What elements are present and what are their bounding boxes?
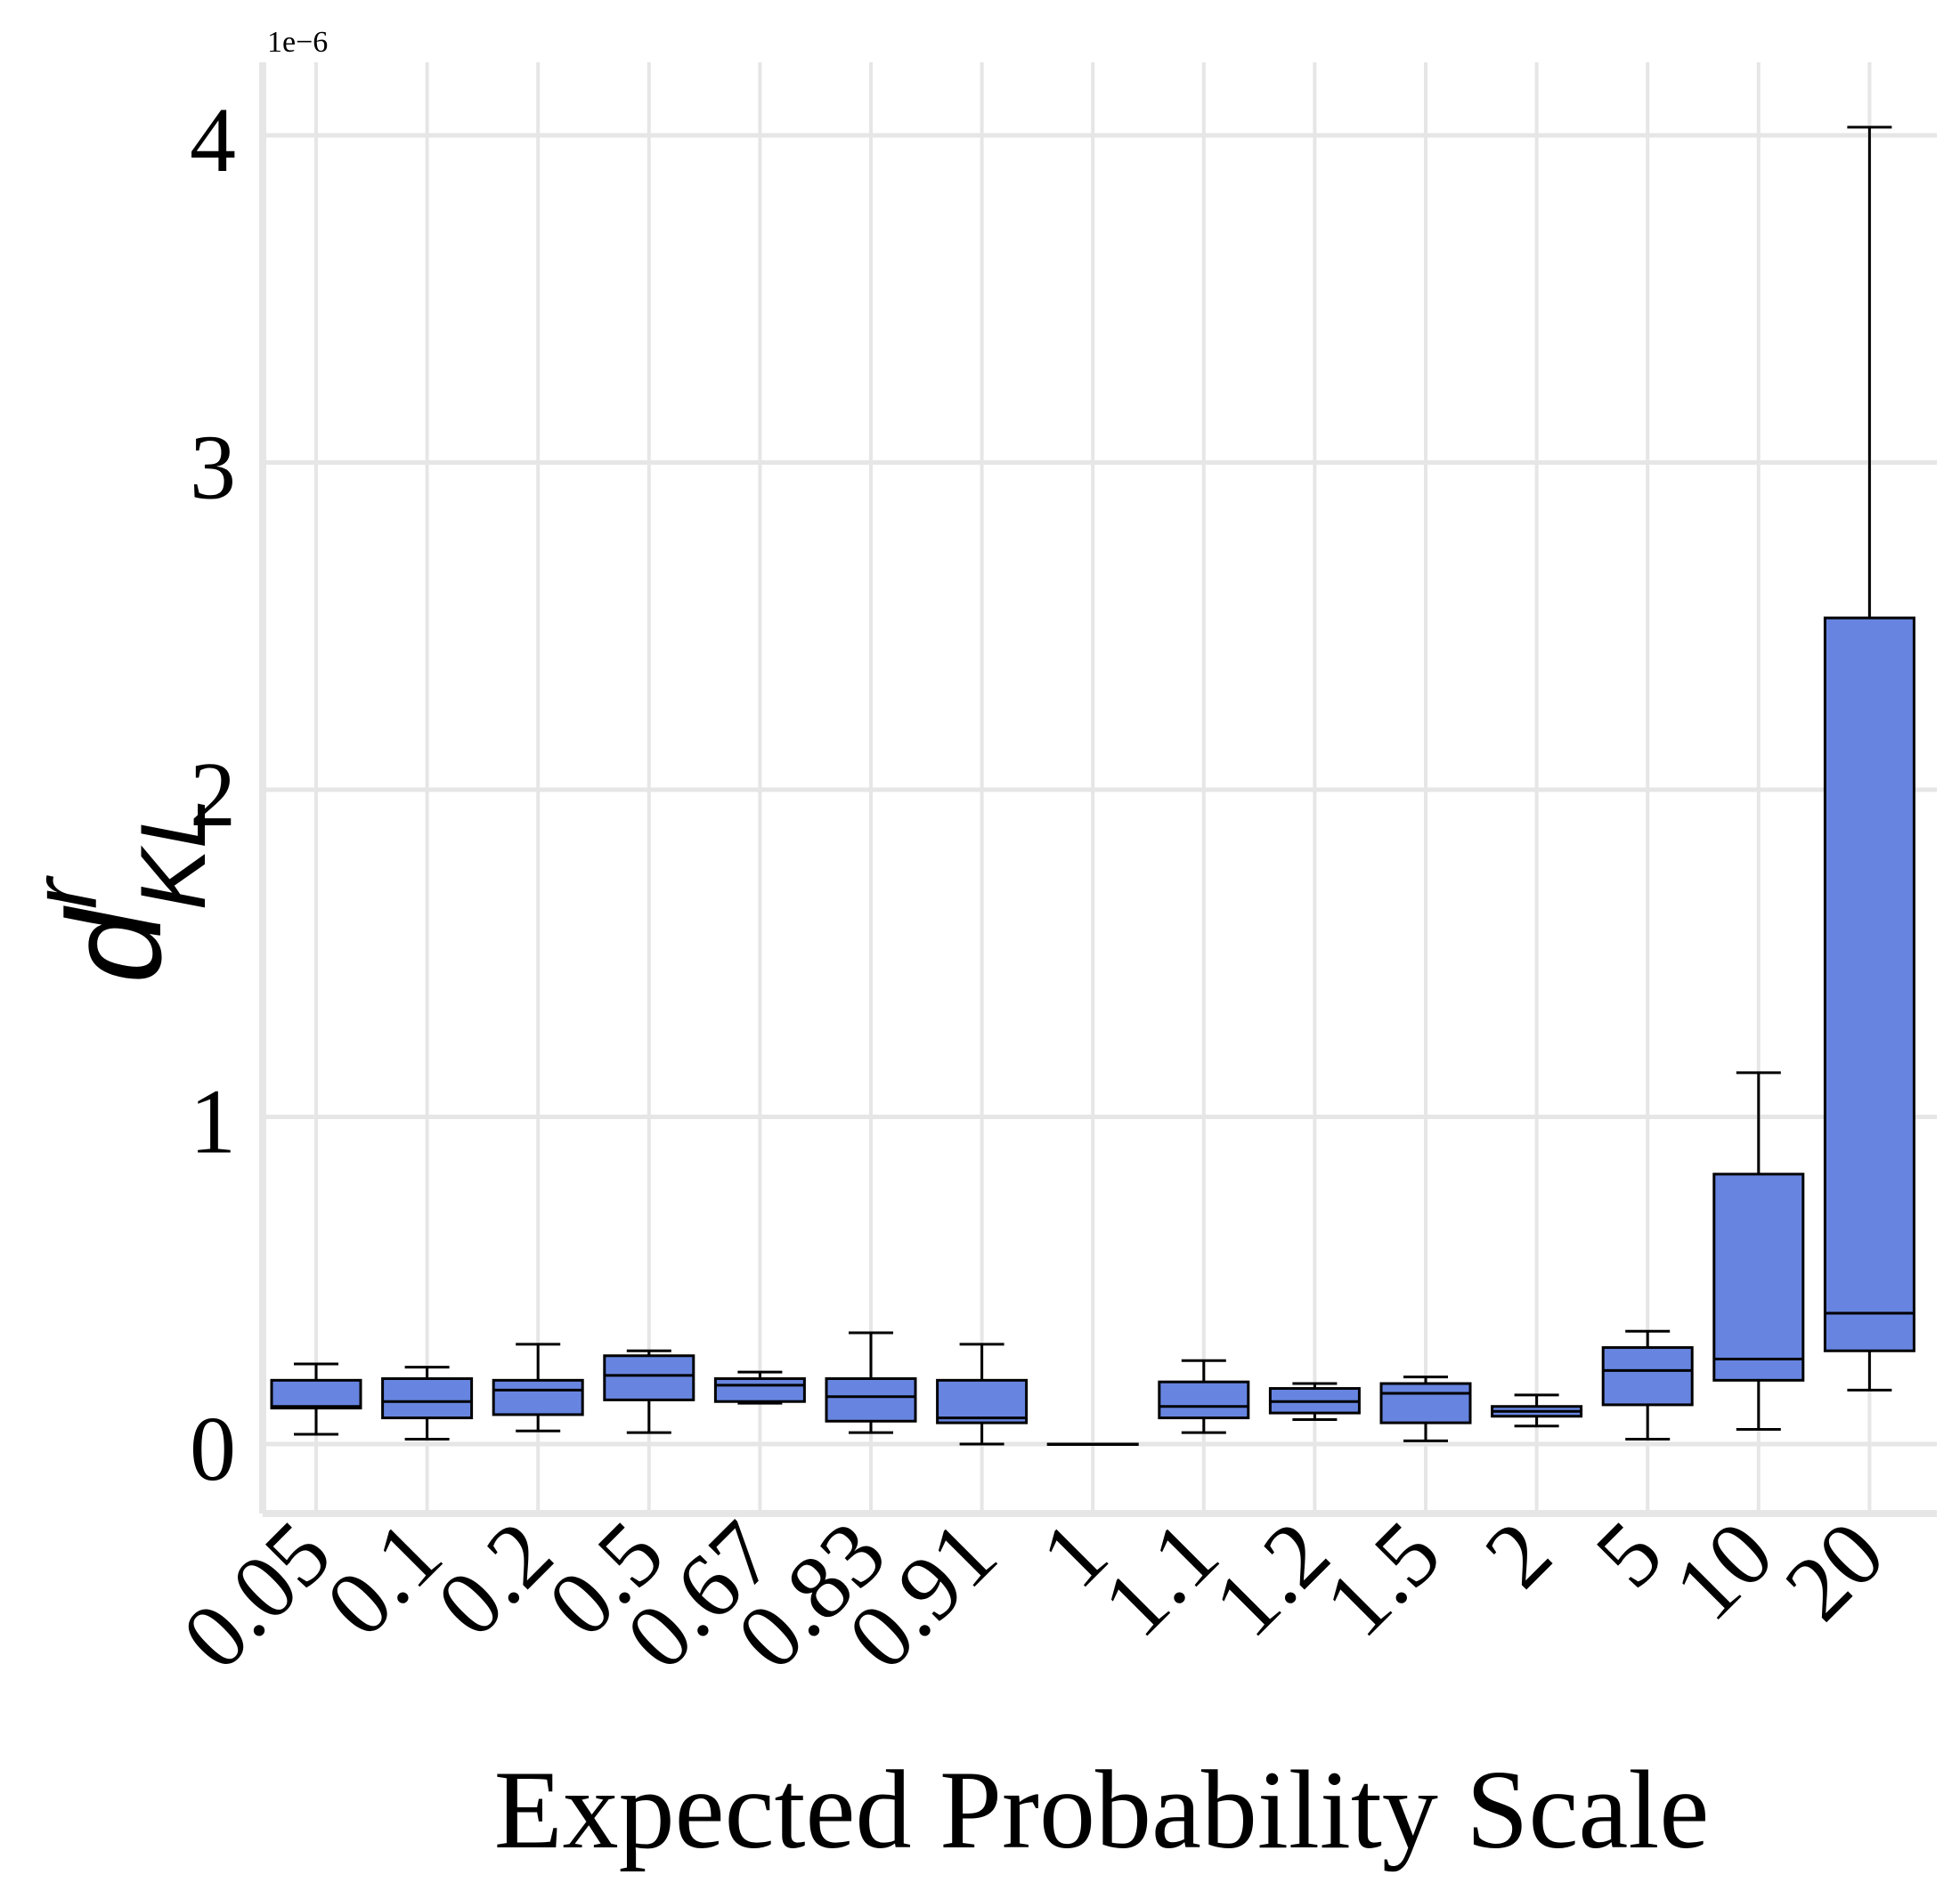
box-0.91 (936, 1343, 1029, 1446)
y-axis-title-base: d (39, 905, 189, 984)
y-tick-label: 1 (190, 1071, 236, 1173)
y-tick-label: 2 (190, 743, 236, 846)
x-axis-title: Expected Probability Scale (494, 1749, 1710, 1872)
y-tick-label: 3 (190, 417, 236, 519)
x-tick-label: 1.5 (1305, 1502, 1460, 1656)
iqr-box (825, 1377, 917, 1423)
y-offset-label: 1e−6 (267, 26, 328, 59)
box-0.5 (603, 1349, 695, 1434)
box-20 (1823, 126, 1915, 1392)
y-axis-title: drKL (13, 797, 225, 983)
box-0.05 (270, 1362, 362, 1436)
iqr-box (381, 1377, 474, 1420)
iqr-box (1823, 616, 1915, 1352)
box-1 (1046, 1442, 1139, 1446)
iqr-box (936, 1378, 1029, 1424)
iqr-box (270, 1378, 362, 1410)
svg-text:drKL: drKL (13, 797, 225, 983)
box-0.83 (825, 1331, 917, 1434)
x-tick-label: 5 (1576, 1502, 1681, 1607)
grid-lines (259, 62, 1937, 1517)
iqr-box (1601, 1346, 1694, 1407)
box-1.1 (1158, 1359, 1250, 1434)
box-0.67 (713, 1370, 806, 1405)
box-1.5 (1379, 1376, 1472, 1442)
y-tick-labels: 0 1 2 3 4 (190, 89, 236, 1500)
iqr-box (603, 1354, 695, 1401)
boxes (270, 126, 1915, 1446)
x-tick-labels: 0.050.10.20.50.670.830.91 11.11.21.5 2 5102… (163, 1502, 1903, 1689)
y-tick-label: 4 (190, 89, 236, 191)
iqr-box (1379, 1382, 1472, 1424)
iqr-box (713, 1377, 806, 1403)
y-axis-title-sub: KL (122, 797, 225, 910)
box-10 (1712, 1071, 1805, 1431)
iqr-box (1712, 1173, 1805, 1382)
box-1.2 (1268, 1382, 1361, 1421)
box-2 (1491, 1393, 1583, 1428)
y-axis-title-sup: r (13, 874, 117, 909)
y-tick-label: 0 (190, 1398, 236, 1500)
box-0.1 (381, 1366, 474, 1441)
iqr-box (492, 1378, 584, 1416)
x-tick-label: 20 (1766, 1502, 1904, 1640)
box-0.2 (492, 1343, 584, 1432)
box-5 (1601, 1329, 1694, 1441)
x-tick-label: 2 (1466, 1502, 1571, 1607)
iqr-box (1158, 1380, 1250, 1420)
